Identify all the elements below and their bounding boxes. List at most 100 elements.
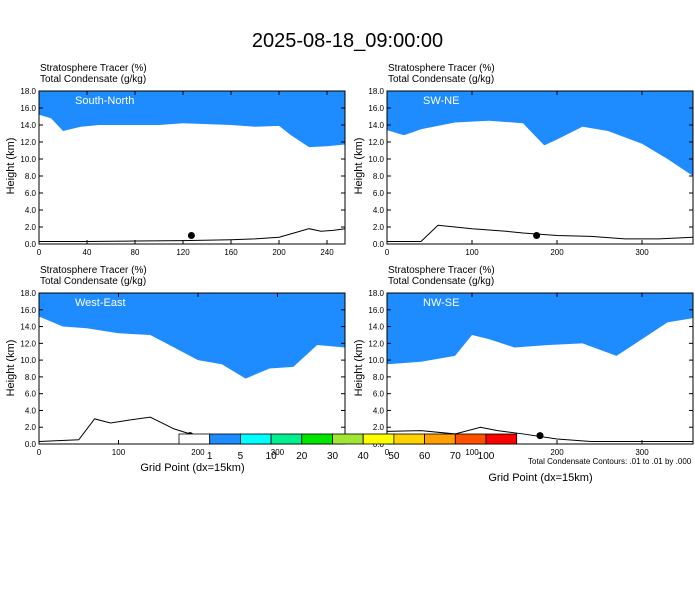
tracer-band [387, 91, 693, 166]
y-tick-label: 12.0 [20, 339, 36, 348]
tracer-band [387, 293, 693, 365]
y-tick-label: 2.0 [373, 223, 385, 232]
location-marker [186, 432, 194, 440]
y-tick-label: 10.0 [368, 155, 384, 164]
y-tick-label: 0.0 [373, 440, 385, 449]
y-tick-label: 6.0 [373, 390, 385, 399]
y-axis-label: Height (km) [5, 137, 17, 195]
plot-background [387, 91, 693, 244]
y-axis-label: Height (km) [353, 339, 365, 397]
x-tick-label: 80 [131, 248, 140, 257]
x-tick-label: 100 [465, 248, 479, 257]
tracer-band [387, 91, 693, 176]
tracer-band-100 [39, 293, 345, 350]
tracer-band [387, 293, 693, 355]
y-tick-label: 8.0 [373, 373, 385, 382]
x-tick-label: 100 [112, 448, 126, 457]
tracer-band [387, 91, 693, 154]
x-tick-label: 300 [635, 248, 649, 257]
y-tick-label: 4.0 [373, 206, 385, 215]
panel-header-tracer: Stratosphere Tracer (%) [40, 63, 147, 74]
tracer-band [387, 293, 693, 361]
tracer-band [39, 293, 345, 375]
legend-swatch [178, 433, 211, 445]
plot-area [39, 293, 345, 444]
tracer-band [387, 293, 693, 349]
tracer-band [39, 91, 345, 137]
y-tick-label: 0.0 [25, 240, 37, 249]
tracer-band [387, 293, 693, 346]
plot-frame [386, 292, 694, 445]
legend-label: 100 [478, 451, 495, 462]
x-tick-label: 300 [635, 448, 649, 457]
panel-header-tracer: Stratosphere Tracer (%) [388, 63, 495, 74]
legend-label: 5 [238, 451, 244, 462]
y-tick-label: 10.0 [368, 356, 384, 365]
legend-label: 20 [296, 451, 308, 462]
x-tick-label: 0 [385, 248, 390, 257]
tracer-band [39, 293, 345, 363]
panel-label: NW-SE [423, 297, 459, 309]
tracer-band [39, 91, 345, 134]
x-tick-label: 160 [224, 248, 238, 257]
x-tick-label: 200 [191, 448, 205, 457]
y-tick-label: 0.0 [373, 240, 385, 249]
tracer-band [387, 91, 693, 170]
tracer-band [387, 91, 693, 157]
y-tick-label: 6.0 [25, 189, 37, 198]
tracer-band [39, 91, 345, 122]
terrain-line [39, 228, 345, 242]
plot-frame [386, 90, 694, 245]
legend-label: 10 [266, 451, 278, 462]
legend-swatch [454, 433, 487, 445]
panel-header-condensate: Total Condensate (g/kg) [388, 276, 495, 287]
y-tick-label: 18.0 [20, 289, 36, 298]
tracer-band [39, 293, 345, 354]
location-marker [533, 232, 541, 239]
plot-background [39, 91, 345, 244]
tracer-band [39, 91, 345, 131]
y-tick-label: 0.0 [25, 440, 37, 449]
x-tick-label: 0 [385, 448, 390, 457]
panel-label: West-East [75, 297, 126, 309]
y-axis-label: Height (km) [5, 339, 17, 397]
y-tick-label: 14.0 [20, 121, 36, 130]
tracer-band [39, 293, 345, 372]
y-tick-label: 4.0 [25, 406, 37, 415]
plot-frame [38, 90, 346, 245]
panel-label: South-North [75, 95, 134, 107]
y-tick-label: 4.0 [25, 206, 37, 215]
legend-swatch [270, 433, 303, 445]
terrain-line [387, 426, 693, 442]
y-tick-label: 16.0 [20, 306, 36, 315]
y-tick-label: 10.0 [20, 155, 36, 164]
legend-swatch [332, 433, 364, 445]
y-tick-label: 12.0 [368, 138, 384, 147]
tracer-band [387, 293, 693, 358]
legend-label: 1 [207, 451, 213, 462]
tracer-band [39, 293, 345, 379]
tracer-band [387, 293, 693, 340]
tracer-band [39, 91, 345, 125]
y-tick-label: 14.0 [368, 121, 384, 130]
legend-label: 60 [419, 451, 431, 462]
y-tick-label: 2.0 [373, 423, 385, 432]
plot-background [387, 293, 693, 444]
tracer-band [387, 91, 693, 160]
y-tick-label: 8.0 [25, 373, 37, 382]
y-tick-label: 12.0 [368, 339, 384, 348]
plot-area [39, 91, 345, 244]
plot-frame [38, 292, 346, 445]
x-tick-label: 300 [271, 448, 285, 457]
tracer-band [387, 91, 693, 151]
legend-swatch [239, 433, 272, 445]
terrain-line [387, 224, 693, 242]
tracer-band [39, 91, 345, 141]
legend-swatch [393, 433, 425, 445]
tracer-band [39, 293, 345, 366]
legend-swatch [301, 433, 333, 445]
location-marker [187, 232, 195, 239]
legend-swatch [424, 433, 456, 445]
